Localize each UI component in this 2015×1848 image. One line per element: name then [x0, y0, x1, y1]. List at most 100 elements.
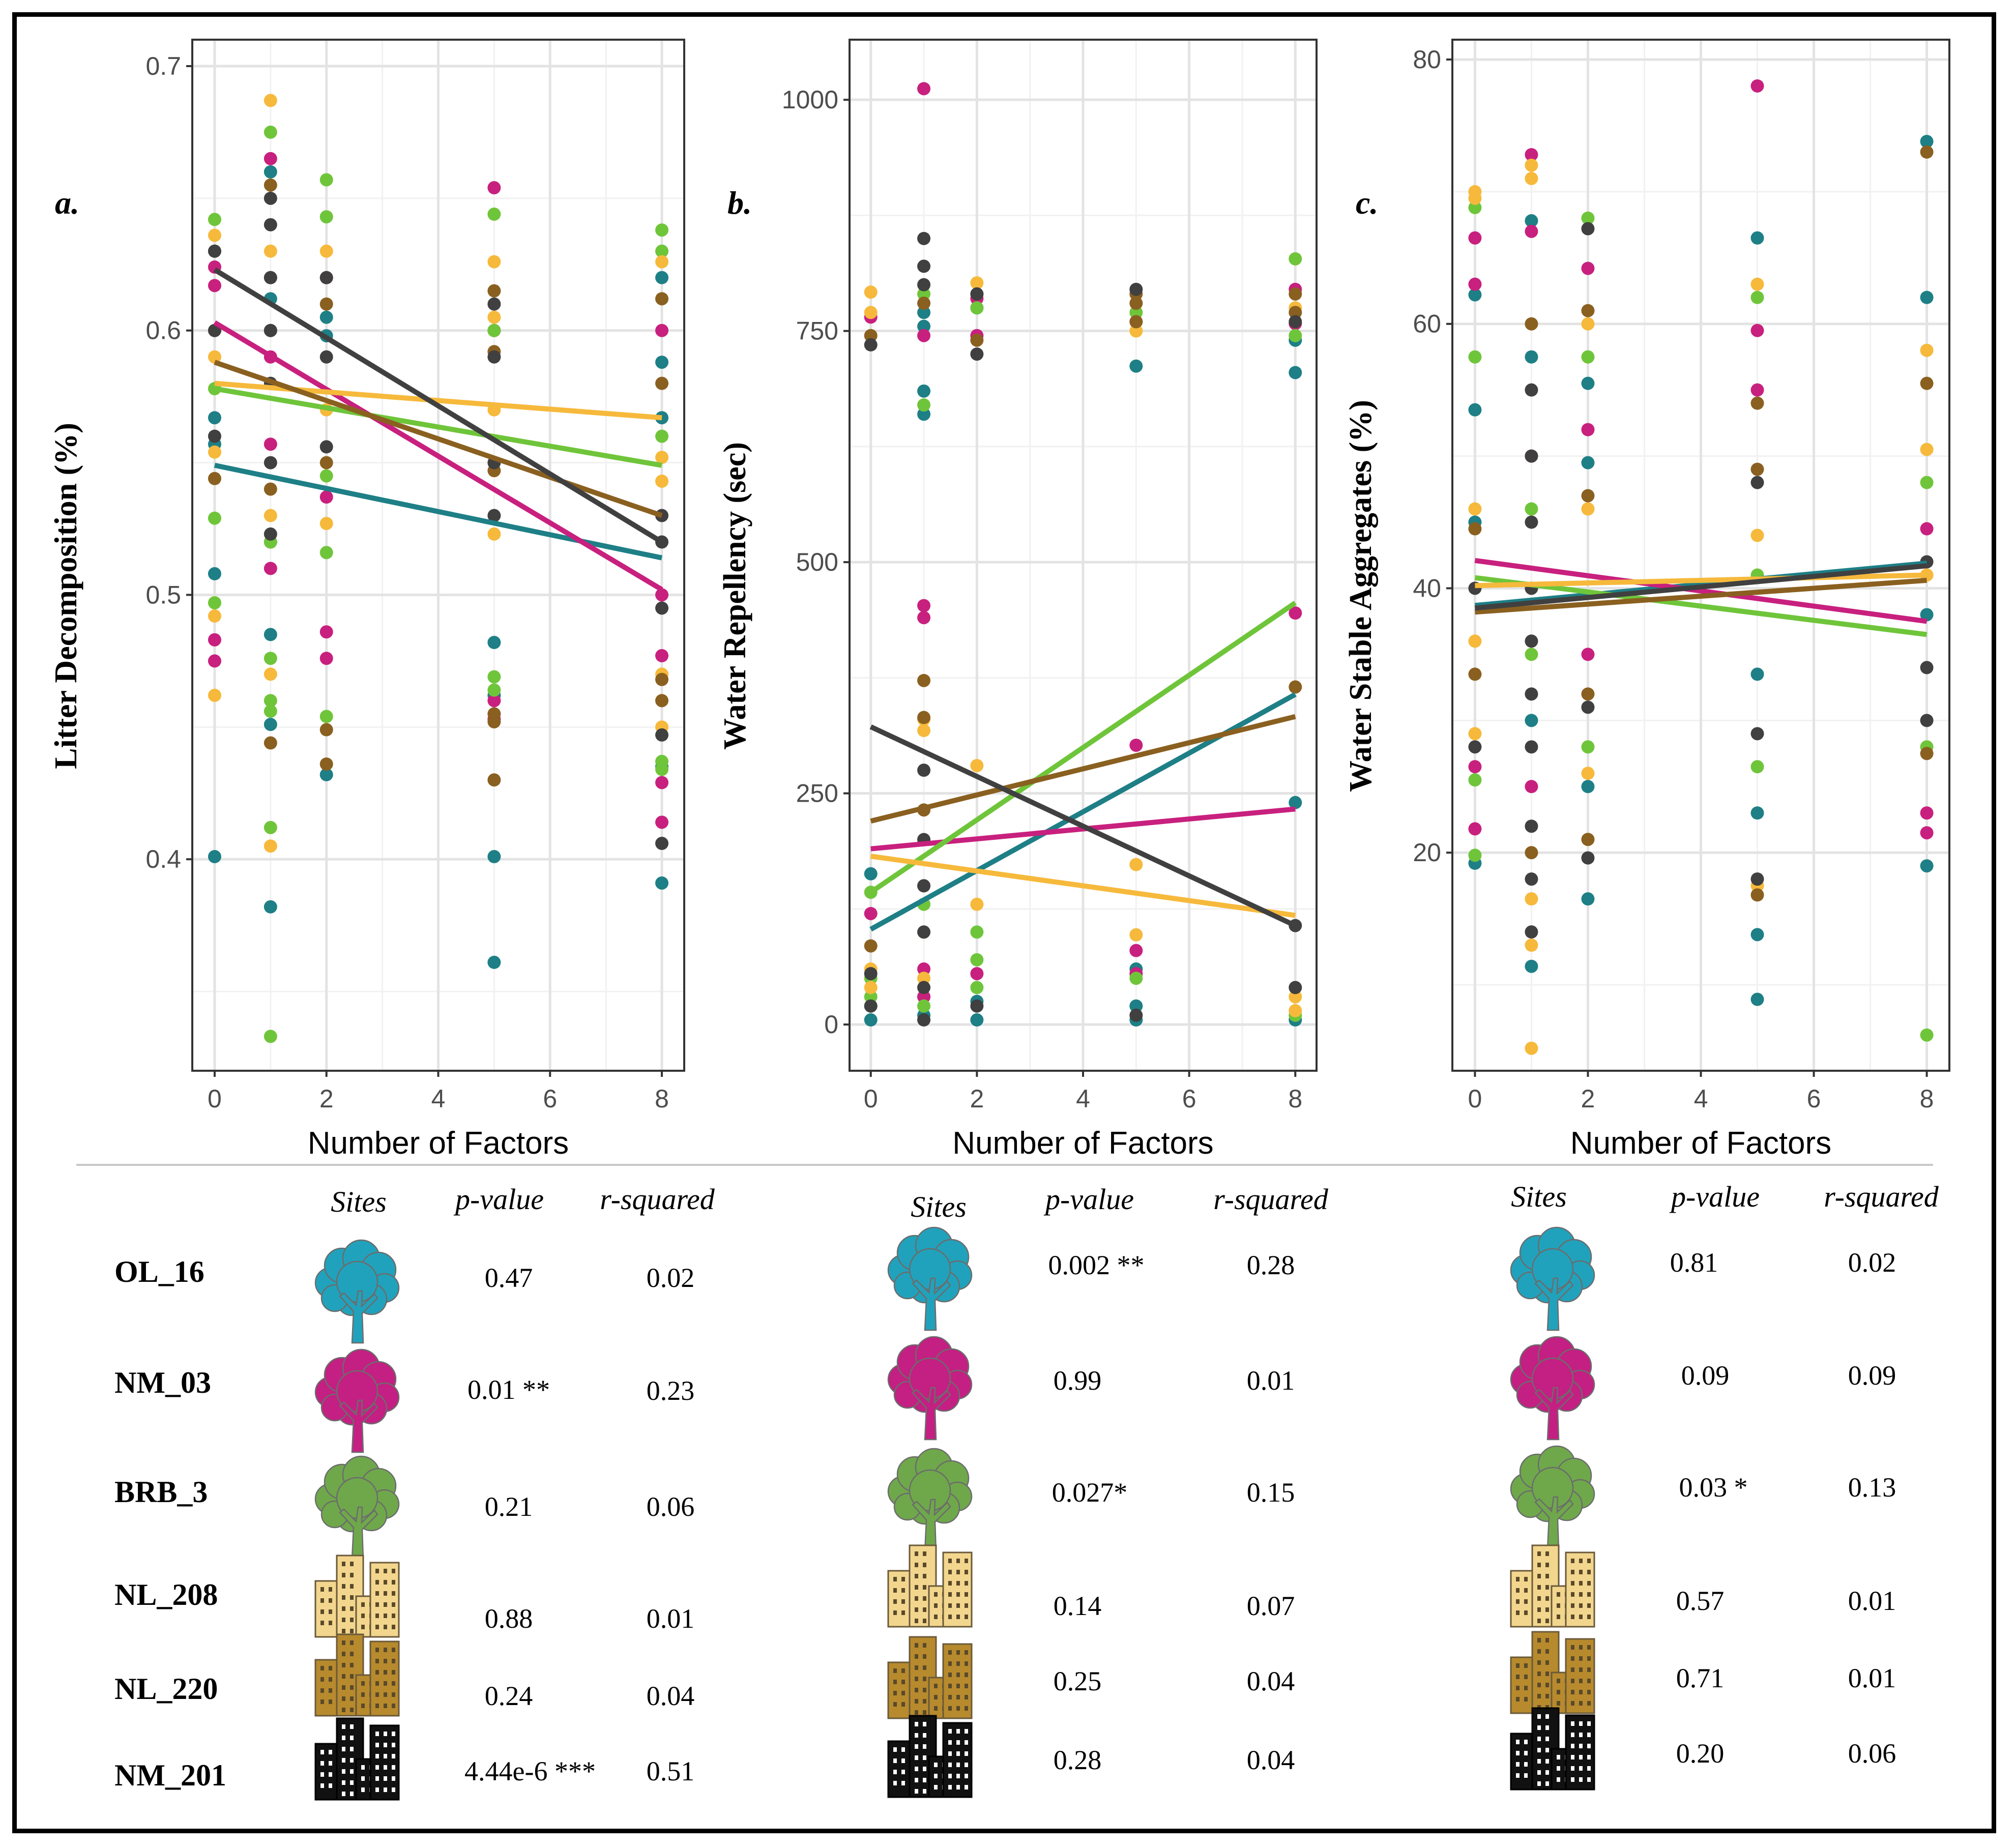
- data-point-ol_16: [1920, 608, 1934, 622]
- y-axis-title: Water Stable Aggregates (%): [1344, 400, 1378, 792]
- x-tick-label: 6: [1182, 1084, 1196, 1113]
- data-point-nm_201: [864, 967, 878, 981]
- r-squared-cell: 0.13: [1848, 1472, 1896, 1503]
- data-point-nm_201: [1525, 449, 1538, 463]
- data-point-nl_220: [1525, 846, 1538, 860]
- y-tick-label: 0.4: [145, 845, 181, 873]
- data-point-nl_208: [264, 509, 277, 522]
- data-point-brb_3: [319, 546, 333, 560]
- data-point-nm_201: [1750, 872, 1764, 886]
- data-point-nl_220: [1468, 522, 1482, 536]
- data-point-nl_208: [1525, 171, 1538, 185]
- x-tick-label: 4: [431, 1084, 446, 1113]
- data-point-nm_201: [319, 271, 333, 284]
- chart-panel-3: 20 40 60 80 0 2 4 6 8 Number of Factors Water Stab…: [1344, 39, 1950, 1161]
- x-axis-title: Number of Factors: [952, 1126, 1213, 1161]
- data-point-nl_208: [264, 244, 277, 258]
- r-squared-cell: 0.06: [1848, 1738, 1896, 1769]
- data-point-nm_201: [208, 244, 221, 258]
- fit-line-brb_3: [1474, 575, 1928, 637]
- data-point-nm_201: [487, 509, 501, 522]
- data-point-ol_16: [1920, 859, 1934, 873]
- data-point-ol_16: [208, 411, 221, 425]
- data-point-ol_16: [1129, 359, 1143, 373]
- data-point-nl_220: [970, 333, 984, 347]
- p-value-cell: 0.20: [1676, 1738, 1725, 1769]
- p-value-cell: 0.01 **: [468, 1374, 550, 1405]
- y-tick-label: 0.7: [145, 52, 181, 80]
- y-axis-title: Water Repellency (sec): [718, 442, 752, 750]
- data-point-nl_208: [1129, 928, 1143, 942]
- p-value-cell: 0.09: [1681, 1360, 1730, 1391]
- data-point-nm_201: [917, 231, 931, 245]
- data-point-nl_220: [487, 284, 501, 298]
- data-point-nl_220: [1129, 297, 1143, 310]
- data-point-nm_03: [1920, 806, 1934, 820]
- data-point-ol_16: [319, 768, 333, 781]
- y-tick-label: 0.5: [145, 580, 181, 609]
- data-point-nl_208: [1289, 1004, 1302, 1017]
- y-tick-label: 40: [1413, 574, 1441, 602]
- data-point-nm_03: [1581, 261, 1595, 275]
- p-value-cell: 0.027*: [1052, 1477, 1128, 1508]
- data-point-ol_16: [264, 165, 277, 179]
- y-tick-label: 0: [824, 1010, 838, 1039]
- data-point-ol_16: [487, 636, 501, 650]
- data-point-brb_3: [264, 705, 277, 718]
- data-point-nm_201: [1525, 925, 1538, 939]
- data-point-ol_16: [655, 271, 669, 284]
- x-tick-label: 6: [543, 1084, 557, 1113]
- data-point-nm_201: [917, 764, 931, 777]
- site-label-nl_208: NL_208: [114, 1578, 218, 1611]
- data-point-nl_208: [1581, 767, 1595, 780]
- data-point-nl_220: [864, 939, 878, 953]
- x-tick-label: 2: [1581, 1084, 1595, 1113]
- data-point-nl_220: [1581, 304, 1595, 317]
- r-squared-cell: 0.04: [1247, 1666, 1295, 1696]
- fit-line-brb_3: [869, 600, 1297, 895]
- data-point-nl_208: [487, 527, 501, 541]
- tree-icon: [1510, 1445, 1595, 1550]
- y-tick-label: 80: [1413, 45, 1441, 74]
- x-tick-label: 8: [1288, 1084, 1302, 1113]
- data-point-nl_220: [208, 472, 221, 485]
- tree-icon: [1510, 1336, 1595, 1441]
- data-point-nl_220: [264, 178, 277, 192]
- data-point-nm_03: [1581, 648, 1595, 661]
- data-point-nl_220: [319, 757, 333, 771]
- data-point-ol_16: [1581, 376, 1595, 390]
- data-point-nl_208: [1468, 634, 1482, 648]
- data-point-brb_3: [1525, 648, 1538, 661]
- tree-icon: [887, 1226, 973, 1331]
- data-point-ol_16: [917, 384, 931, 398]
- data-point-nl_220: [1750, 396, 1764, 410]
- chart-panel-1: 0.4 0.5 0.6 0.7 0 2 4 6 8 Number of Factors Litter…: [49, 39, 685, 1161]
- header-sites: Sites: [331, 1185, 387, 1218]
- data-point-ol_16: [864, 1013, 878, 1027]
- data-point-nl_208: [1750, 277, 1764, 291]
- data-point-nl_208: [970, 759, 984, 773]
- data-point-brb_3: [264, 1030, 277, 1043]
- tree-icon: [314, 1455, 400, 1560]
- data-point-ol_16: [1581, 892, 1595, 906]
- data-point-nm_201: [319, 350, 333, 364]
- data-point-nm_03: [1750, 79, 1764, 93]
- data-point-brb_3: [1750, 290, 1764, 304]
- data-point-ol_16: [1750, 992, 1764, 1006]
- data-point-nm_201: [1920, 661, 1934, 674]
- r-squared-cell: 0.01: [1848, 1663, 1896, 1693]
- data-point-nm_201: [1750, 727, 1764, 741]
- data-point-brb_3: [864, 990, 878, 1004]
- data-point-nl_208: [1525, 1041, 1538, 1055]
- data-point-nl_220: [917, 297, 931, 310]
- city-buildings-icon: [1510, 1544, 1595, 1628]
- data-point-nl_208: [970, 276, 984, 290]
- data-point-nm_03: [917, 990, 931, 1004]
- x-tick-label: 8: [655, 1084, 669, 1113]
- data-point-nm_201: [264, 218, 277, 231]
- data-point-nl_208: [1581, 502, 1595, 516]
- data-point-brb_3: [319, 469, 333, 483]
- data-point-brb_3: [264, 652, 277, 665]
- data-point-ol_16: [970, 1013, 984, 1027]
- x-tick-label: 0: [864, 1084, 878, 1113]
